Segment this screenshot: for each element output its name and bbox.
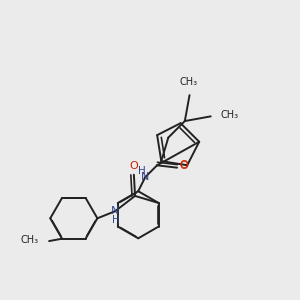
Text: O: O xyxy=(179,160,188,170)
Text: N: N xyxy=(111,206,119,216)
Text: O: O xyxy=(130,161,138,172)
Text: H: H xyxy=(112,215,120,225)
Text: H: H xyxy=(138,166,146,176)
Text: CH₃: CH₃ xyxy=(20,235,38,245)
Text: O: O xyxy=(180,161,188,172)
Text: N: N xyxy=(141,172,149,182)
Text: CH₃: CH₃ xyxy=(179,77,197,87)
Text: CH₃: CH₃ xyxy=(220,110,238,120)
